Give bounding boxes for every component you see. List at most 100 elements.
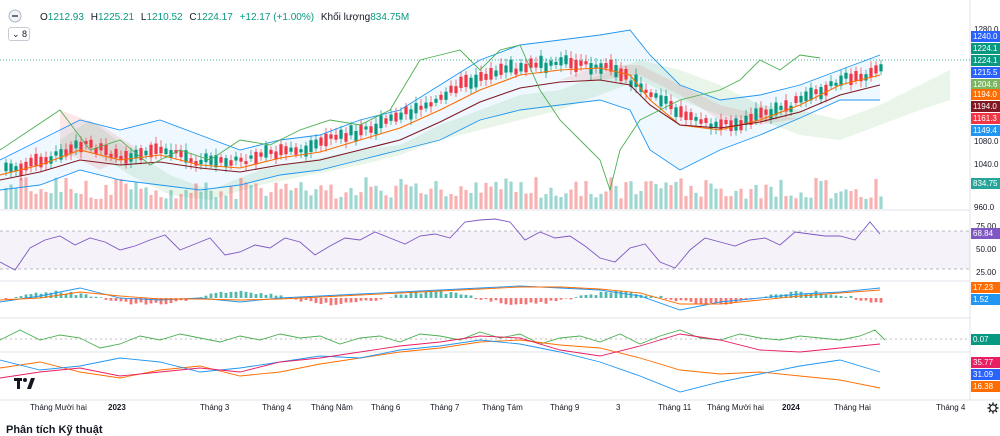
candle-body xyxy=(244,161,248,165)
tradingview-logo-icon[interactable] xyxy=(14,376,36,392)
volume-bar xyxy=(14,188,18,209)
price-label-ma-short: 1194.0 xyxy=(971,89,1000,100)
macd-histogram-bar xyxy=(634,294,638,298)
candle-body xyxy=(34,153,38,167)
macd-histogram-bar xyxy=(494,298,498,301)
volume-bar xyxy=(769,186,773,209)
candle-body xyxy=(734,118,738,131)
candle-body xyxy=(374,123,378,135)
macd-histogram-bar xyxy=(659,295,663,298)
volume-bar xyxy=(864,198,868,209)
volume-bar xyxy=(724,196,728,209)
macd-histogram-bar xyxy=(454,292,458,298)
macd-histogram-bar xyxy=(719,298,723,304)
low-label: L xyxy=(140,12,147,23)
candle-body xyxy=(724,120,728,125)
volume-bar xyxy=(734,190,738,209)
macd-histogram-bar xyxy=(19,296,23,298)
volume-bar xyxy=(134,181,138,209)
macd-histogram-bar xyxy=(294,298,298,300)
volume-bar xyxy=(519,182,523,209)
macd-histogram-bar xyxy=(24,294,28,298)
macd-histogram-bar xyxy=(599,291,603,298)
volume-bar xyxy=(69,188,73,209)
candle-body xyxy=(319,137,323,146)
volume-bar xyxy=(124,183,128,209)
volume-bar xyxy=(64,177,68,209)
volume-bar xyxy=(739,188,743,209)
volume-bar xyxy=(544,194,548,209)
volume-bar xyxy=(164,198,168,209)
macd-histogram-bar xyxy=(739,298,743,301)
candle-body xyxy=(424,102,428,109)
candle-body xyxy=(334,134,338,140)
volume-bar xyxy=(144,187,148,209)
candle-body xyxy=(629,80,633,88)
volume-bar xyxy=(24,177,28,209)
volume-bar xyxy=(154,190,158,209)
candle-body xyxy=(89,139,93,148)
volume-bar xyxy=(169,190,173,209)
price-label-chikou: 1204.6 xyxy=(971,79,1000,90)
price-label-last: 1224.1 xyxy=(971,43,1000,54)
volume-bar xyxy=(109,194,113,209)
macd-histogram-bar xyxy=(239,290,243,298)
candle-body xyxy=(39,156,43,168)
candle-body xyxy=(664,96,668,104)
open-label: O xyxy=(40,12,48,23)
volume-bar xyxy=(814,177,818,209)
volume-bar xyxy=(284,183,288,209)
volume-bar xyxy=(254,183,258,209)
macd-histogram-bar xyxy=(509,298,513,305)
candle-body xyxy=(399,112,403,120)
volume-bar xyxy=(509,181,513,209)
candle-body xyxy=(794,96,798,104)
volume-bar xyxy=(714,188,718,209)
volume-bar xyxy=(374,185,378,209)
macd-histogram-bar xyxy=(679,298,683,301)
macd-histogram-bar xyxy=(674,298,678,302)
candle-body xyxy=(534,62,538,68)
macd-histogram-bar xyxy=(174,298,178,302)
volume-bar xyxy=(849,191,853,209)
macd-histogram-bar xyxy=(459,294,463,298)
macd-signal-label: 17.23 xyxy=(971,282,1000,293)
candle-body xyxy=(684,111,688,120)
candle-body xyxy=(869,67,873,78)
candle-body xyxy=(69,144,73,154)
macd-histogram xyxy=(4,290,883,306)
collapse-indicators-button[interactable]: ⌄ 8 xyxy=(8,27,30,41)
volume-bar xyxy=(689,185,693,209)
menu-icon[interactable] xyxy=(8,9,22,23)
dmi-minus-line xyxy=(0,339,881,393)
candle-body xyxy=(774,102,778,116)
candle-body xyxy=(839,75,843,86)
volume-bar xyxy=(119,179,123,209)
macd-histogram-bar xyxy=(624,291,628,298)
macd-histogram-bar xyxy=(524,298,528,305)
macd-line xyxy=(0,285,881,311)
macd-histogram-bar xyxy=(874,298,878,303)
volume-bar xyxy=(489,186,493,209)
candle-body xyxy=(769,109,773,119)
macd-histogram-bar xyxy=(864,298,868,301)
volume-bar xyxy=(764,184,768,209)
price-label-volume: 834.75 xyxy=(971,178,1000,189)
candle-body xyxy=(369,126,373,133)
candle-body xyxy=(524,63,528,73)
volume-bar xyxy=(869,197,873,209)
price-label-basis: 1215.5 xyxy=(971,67,1000,78)
candle-body xyxy=(694,117,698,121)
macd-signal-line xyxy=(0,286,881,305)
ma-long-line xyxy=(0,79,881,181)
volume-bar xyxy=(219,191,223,209)
candle-body xyxy=(79,141,83,153)
candle-body xyxy=(759,107,763,118)
candle-body xyxy=(604,63,608,69)
volume-bar xyxy=(44,191,48,209)
volume-bar xyxy=(99,198,103,209)
macd-histogram-bar xyxy=(214,292,218,298)
gear-icon[interactable] xyxy=(987,401,999,414)
